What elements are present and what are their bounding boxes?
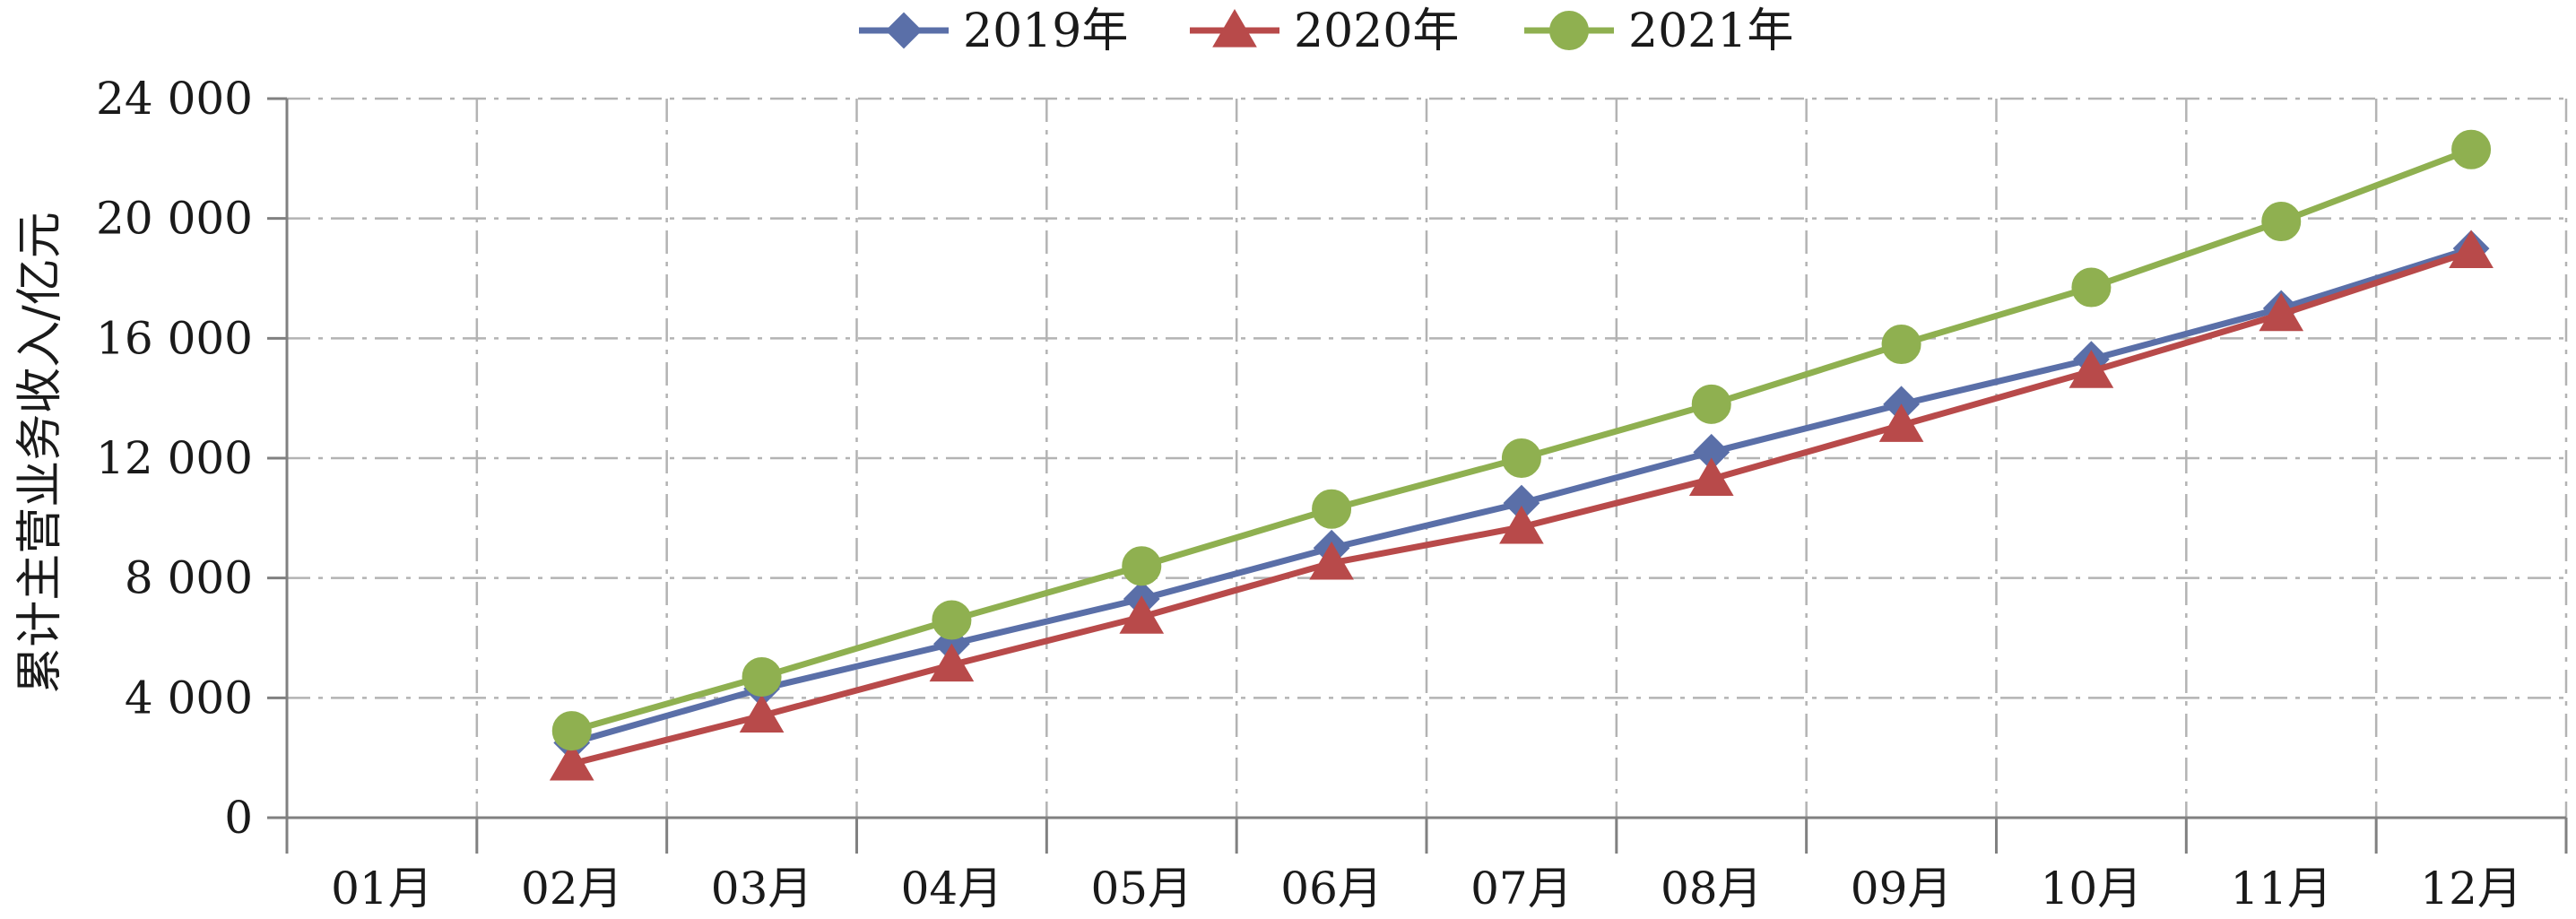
y-axis-ticks: 0 4 000 8 000 12 000 16 000 20 000 24 000 bbox=[96, 73, 287, 844]
data-point-3 bbox=[1501, 438, 1541, 478]
x-tick-label: 01月 bbox=[331, 863, 433, 915]
x-axis-ticks: 01月 02月 03月 04月 05月 06月 07月 08月 09月 10月 11月 12月 bbox=[331, 863, 2522, 915]
y-tick-label: 8 000 bbox=[125, 552, 253, 604]
y-tick-label: 20 000 bbox=[96, 193, 253, 245]
legend: 2019年 2020年 2021年 bbox=[859, 4, 1793, 58]
x-tick-label: 07月 bbox=[1470, 863, 1573, 915]
x-tick-label: 03月 bbox=[711, 863, 813, 915]
data-point-2 bbox=[2259, 292, 2304, 332]
legend-marker bbox=[885, 12, 923, 49]
data-point-2 bbox=[1119, 595, 1165, 634]
data-point-3 bbox=[551, 711, 592, 751]
data-point-3 bbox=[1691, 384, 1731, 424]
data-point-2 bbox=[1688, 457, 1734, 496]
data-point-2 bbox=[549, 741, 594, 781]
x-tick-label: 02月 bbox=[521, 863, 623, 915]
series-2 bbox=[549, 230, 2494, 781]
legend-marker bbox=[1212, 9, 1257, 48]
legend-label: 2019年 bbox=[963, 4, 1128, 58]
x-tick-label: 08月 bbox=[1661, 863, 1763, 915]
data-point-3 bbox=[742, 656, 782, 697]
grid bbox=[287, 97, 2568, 818]
series-layer bbox=[549, 129, 2494, 781]
x-tick-label: 04月 bbox=[901, 863, 1003, 915]
y-tick-label: 24 000 bbox=[96, 73, 253, 125]
y-axis-title: 累计主营业务收入/亿元 bbox=[13, 212, 67, 694]
y-tick-label: 16 000 bbox=[96, 312, 253, 364]
data-point-2 bbox=[1309, 541, 1354, 580]
data-point-3 bbox=[2261, 202, 2302, 242]
x-tick-label: 11月 bbox=[2230, 863, 2332, 915]
x-tick-label: 05月 bbox=[1090, 863, 1193, 915]
data-point-3 bbox=[932, 600, 972, 640]
data-point-2 bbox=[739, 694, 785, 733]
legend-label: 2020年 bbox=[1294, 4, 1459, 58]
legend-marker bbox=[1549, 11, 1589, 50]
data-point-2 bbox=[929, 643, 975, 682]
series-3 bbox=[551, 129, 2492, 751]
y-tick-label: 12 000 bbox=[96, 432, 253, 484]
legend-item-2: 2020年 bbox=[1190, 4, 1459, 58]
data-point-3 bbox=[1312, 489, 1352, 529]
x-tick-label: 12月 bbox=[2420, 863, 2522, 915]
x-tick-label: 06月 bbox=[1280, 863, 1383, 915]
data-point-2 bbox=[1499, 505, 1544, 544]
data-point-3 bbox=[2451, 129, 2492, 169]
data-point-2 bbox=[2449, 230, 2494, 269]
data-point-2 bbox=[2069, 350, 2114, 388]
series-1 bbox=[553, 230, 2490, 761]
data-point-3 bbox=[1881, 325, 1921, 365]
legend-item-1: 2019年 bbox=[859, 4, 1128, 58]
legend-item-3: 2021年 bbox=[1524, 4, 1793, 58]
y-tick-label: 4 000 bbox=[125, 672, 253, 724]
x-tick-label: 09月 bbox=[1851, 863, 1953, 915]
x-tick-label: 10月 bbox=[2041, 863, 2143, 915]
data-point-3 bbox=[2071, 267, 2112, 308]
y-tick-label: 0 bbox=[224, 792, 253, 844]
axes bbox=[285, 99, 2568, 854]
data-point-2 bbox=[1878, 403, 1924, 442]
data-point-3 bbox=[1122, 546, 1162, 586]
legend-label: 2021年 bbox=[1628, 4, 1793, 58]
